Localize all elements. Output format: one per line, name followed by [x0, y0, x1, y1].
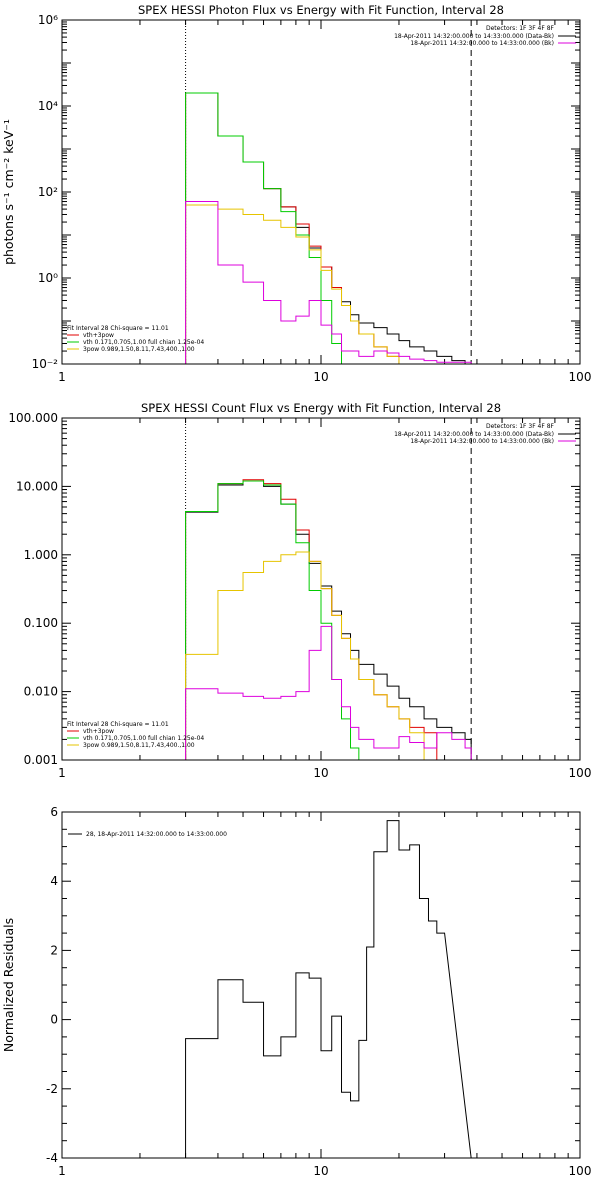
y-tick-label: 6	[50, 805, 58, 819]
y-tick-label: -4	[46, 1151, 58, 1165]
y-tick-label: 10⁻²	[32, 357, 59, 371]
y-axis-label: photons s⁻¹ cm⁻² keV⁻¹	[1, 119, 16, 265]
legend-entry: 18-Apr-2011 14:32:00.000 to 14:33:00.000…	[394, 33, 554, 40]
y-tick-label: 10⁰	[38, 271, 58, 285]
fit-legend-entry: vth+3pow	[83, 728, 114, 735]
x-tick-label: 1	[58, 766, 66, 780]
legend-header: Detectors: 1F 3F 4F 8F	[486, 25, 555, 32]
x-tick-label: 1	[58, 370, 66, 384]
y-tick-label: 0.001	[24, 753, 58, 767]
y-tick-label: 10⁴	[38, 99, 58, 113]
x-tick-label: 1	[58, 1164, 66, 1178]
y-tick-label: 0.100	[24, 616, 58, 630]
legend-header: Detectors: 1F 3F 4F 8F	[486, 423, 555, 430]
fit-legend-header: Fit Interval 28 Chi-square = 11.01	[67, 721, 169, 728]
y-tick-label: 0.010	[24, 685, 58, 699]
y-tick-label: 100.000	[8, 411, 58, 425]
plot-frame	[61, 417, 581, 761]
legend-entry: 28, 18-Apr-2011 14:32:00.000 to 14:33:00…	[86, 831, 227, 838]
y-axis-label: Normalized Residuals	[1, 918, 16, 1052]
y-tick-label: 0	[50, 1013, 58, 1027]
x-tick-label: 100	[569, 1164, 592, 1178]
y-tick-label: 4	[50, 874, 58, 888]
series-line-0	[185, 92, 472, 364]
photon-flux-panel: SPEX HESSI Photon Flux vs Energy with Fi…	[1, 3, 591, 384]
plot-frame	[61, 811, 581, 1159]
fit-legend-entry: 3pow 0.989,1.50,8.11,7.43,400.,1.00	[83, 742, 195, 749]
plot-frame	[61, 19, 581, 365]
y-tick-label: 10.000	[16, 479, 58, 493]
chart-title: SPEX HESSI Count Flux vs Energy with Fit…	[141, 401, 501, 415]
series-group	[185, 92, 472, 364]
series-line-3	[185, 551, 437, 760]
series-line-1	[185, 92, 437, 364]
x-tick-label: 100	[569, 766, 592, 780]
series-group	[185, 479, 472, 760]
series-line-2	[185, 92, 351, 364]
x-tick-label: 10	[313, 766, 328, 780]
series-line-4	[185, 201, 472, 364]
fit-legend-entry: vth+3pow	[83, 332, 114, 339]
x-tick-label: 10	[313, 1164, 328, 1178]
count-flux-panel: SPEX HESSI Count Flux vs Energy with Fit…	[8, 401, 591, 780]
fit-legend-entry: vth 0.171,0.705,1.00 full chian 1.25e-04	[83, 735, 204, 742]
x-tick-label: 100	[569, 370, 592, 384]
legend-entry: 18-Apr-2011 14:32:00.000 to 14:33:00.000…	[410, 40, 554, 47]
series-line-2	[185, 480, 367, 760]
residuals-panel: Normalized Residuals 1 10 100 -4 -2 0 2 4 6 28, 18…	[1, 805, 591, 1178]
series-group	[185, 820, 472, 1158]
x-tick-label: 10	[313, 370, 328, 384]
fit-legend-entry: 3pow 0.989,1.50,8.11,7.43,400.,1.00	[83, 346, 195, 353]
fit-legend-header: Fit Interval 28 Chi-square = 11.01	[67, 325, 169, 332]
y-tick-label: 2	[50, 943, 58, 957]
series-line-4	[185, 625, 472, 760]
y-tick-label: 10⁶	[38, 13, 58, 27]
chart-title: SPEX HESSI Photon Flux vs Energy with Fi…	[138, 3, 504, 17]
y-tick-label: 10²	[38, 185, 58, 199]
legend-entry: 18-Apr-2011 14:32:00.000 to 14:33:00.000…	[410, 438, 554, 445]
legend-entry: 18-Apr-2011 14:32:00.000 to 14:33:00.000…	[394, 431, 554, 438]
y-tick-label: 1.000	[24, 548, 58, 562]
y-tick-label: -2	[46, 1082, 58, 1096]
fit-legend-entry: vth 0.171,0.705,1.00 full chian 1.25e-04	[83, 339, 204, 346]
series-line-0	[185, 480, 472, 760]
series-line-0	[185, 820, 472, 1158]
